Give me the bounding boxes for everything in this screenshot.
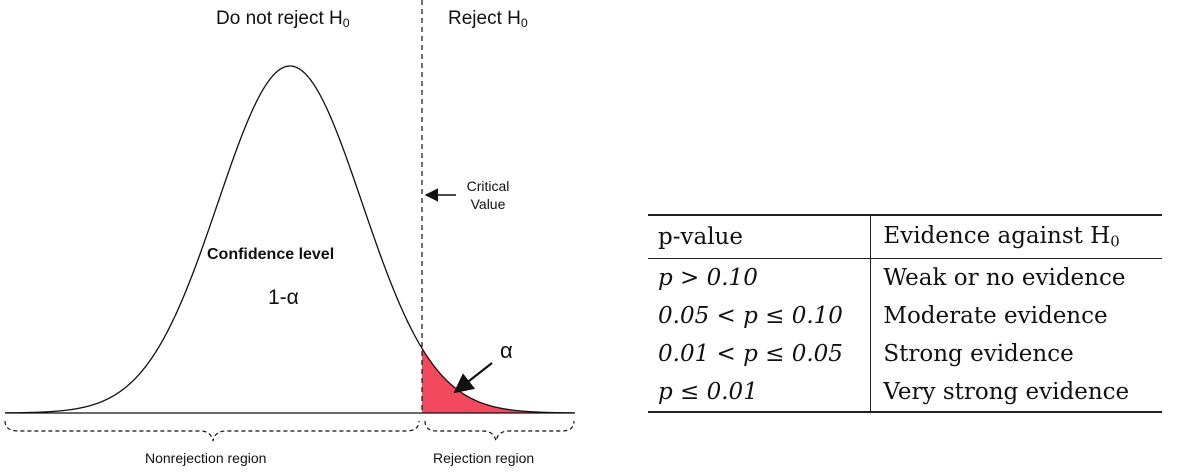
condition-cell: 0.01 < p ≤ 0.05 [658, 341, 843, 367]
confidence-level-label: Confidence level [207, 246, 335, 263]
header-p-value: p-value [648, 215, 871, 259]
nonrejection-brace [4, 420, 420, 442]
rejection-region-label: Rejection region [433, 450, 535, 466]
normal-curve [4, 65, 576, 414]
critical-value-line1: Critical [466, 178, 510, 194]
header-evidence: Evidence against H0 [870, 215, 1162, 259]
critical-value-label: Critical Value [450, 177, 526, 213]
table-row: 0.05 < p ≤ 0.10 Moderate evidence [648, 297, 1162, 335]
alpha-label: α [500, 338, 513, 363]
condition-cell: p ≤ 0.01 [658, 379, 758, 405]
confidence-value-label: 1-α [268, 286, 299, 309]
alpha-arrow [453, 362, 493, 394]
evidence-table: p-value Evidence against H0 p > 0.10 Wea… [648, 214, 1162, 413]
rejection-brace [424, 420, 575, 442]
condition-cell: 0.05 < p ≤ 0.10 [658, 303, 843, 329]
table-header-row: p-value Evidence against H0 [648, 215, 1162, 259]
evidence-cell: Very strong evidence [870, 373, 1162, 412]
condition-cell: p > 0.10 [658, 265, 758, 291]
table-row: 0.01 < p ≤ 0.05 Strong evidence [648, 335, 1162, 373]
table-row: p ≤ 0.01 Very strong evidence [648, 373, 1162, 412]
reject-label: Reject H0 [448, 8, 528, 31]
evidence-cell: Weak or no evidence [870, 258, 1162, 297]
critical-value-line2: Value [470, 196, 506, 212]
table-row: p > 0.10 Weak or no evidence [648, 258, 1162, 297]
do-not-reject-label: Do not reject H0 [216, 8, 350, 31]
rejection-region-area [422, 348, 575, 413]
nonrejection-region-label: Nonrejection region [145, 450, 267, 466]
evidence-cell: Strong evidence [870, 335, 1162, 373]
evidence-cell: Moderate evidence [870, 297, 1162, 335]
